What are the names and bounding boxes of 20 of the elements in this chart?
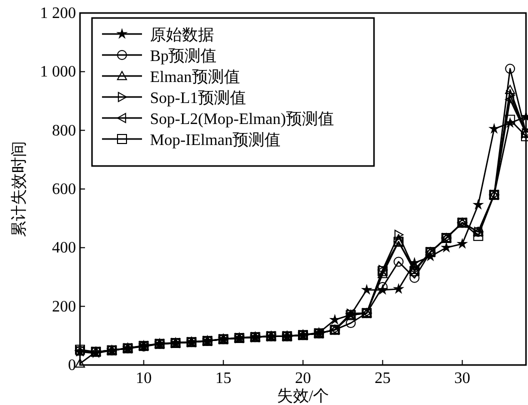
legend-label: 原始数据 (150, 27, 214, 44)
x-tick-label: 20 (295, 370, 311, 387)
legend-label: Bp预测值 (150, 48, 217, 65)
legend-label: Sop-L1预测值 (150, 90, 246, 107)
y-axis-title: 累计失效时间 (10, 141, 28, 237)
x-tick-label: 25 (374, 370, 391, 387)
legend-label: Mop-IElman预测值 (150, 132, 281, 149)
x-tick-label: 10 (136, 370, 152, 387)
legend-label: Elman预测值 (150, 69, 240, 86)
y-tick-label: 1 200 (40, 5, 76, 22)
y-tick-label: 800 (52, 122, 76, 140)
y-tick-label: 600 (52, 181, 76, 198)
y-tick-label: 1 000 (40, 64, 76, 81)
x-tick-label: 30 (454, 370, 470, 387)
y-tick-label: 0 (68, 357, 76, 374)
y-tick-label: 400 (52, 240, 76, 257)
legend-label: Sop-L2(Mop-Elman)预测值 (150, 111, 334, 128)
x-tick-label: 15 (215, 370, 232, 387)
y-tick-label: 200 (52, 298, 76, 316)
x-axis-title: 失效/个 (276, 387, 330, 405)
